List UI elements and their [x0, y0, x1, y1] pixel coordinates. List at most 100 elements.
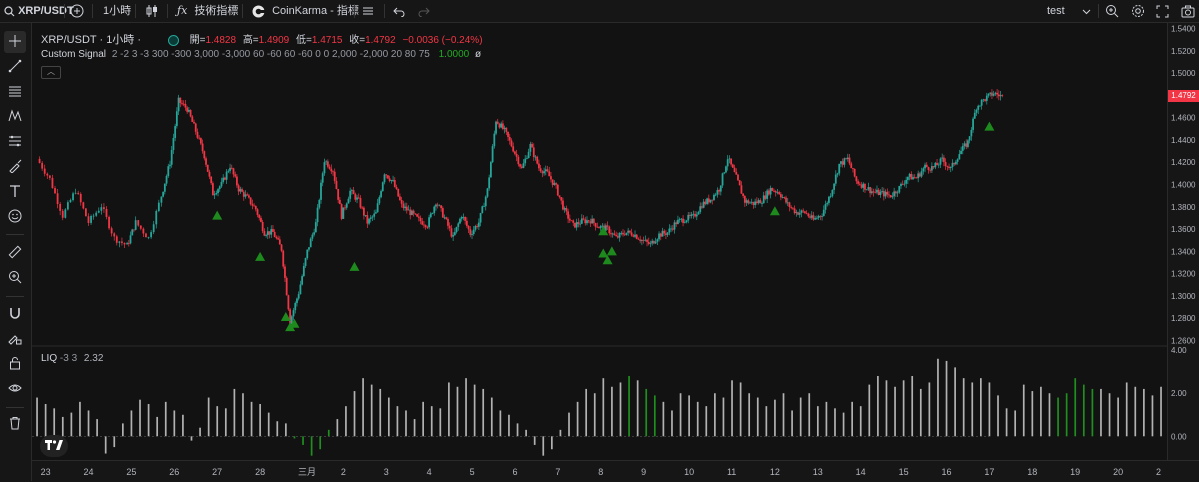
- liq-bar: [70, 412, 73, 437]
- hide-drawings-tool[interactable]: [4, 378, 26, 400]
- liq-bar: [705, 406, 708, 437]
- price-tick-label: 1.4600: [1171, 114, 1196, 123]
- candle: [498, 122, 501, 129]
- candle: [737, 173, 739, 182]
- candle: [833, 183, 835, 195]
- candle: [90, 214, 92, 225]
- candle: [733, 164, 736, 173]
- liq-bar: [448, 382, 450, 437]
- fullscreen-button[interactable]: [1156, 0, 1169, 22]
- candle: [877, 187, 880, 196]
- indicators-button[interactable]: ƒx 技術指標: [177, 0, 238, 22]
- liq-bar: [1057, 397, 1059, 437]
- brush-tool[interactable]: [4, 156, 26, 178]
- price-chart[interactable]: [32, 23, 1167, 460]
- candle: [579, 220, 582, 228]
- candle: [918, 171, 921, 178]
- candle: [826, 201, 829, 207]
- liq-bar: [859, 406, 862, 437]
- undo-button[interactable]: [393, 0, 405, 22]
- layout-name-button[interactable]: test: [1047, 0, 1065, 22]
- candle: [997, 90, 1000, 101]
- redo-button[interactable]: [418, 0, 430, 22]
- candle: [606, 221, 609, 231]
- candle: [616, 232, 619, 239]
- liq-bar: [877, 376, 879, 437]
- lock-all-tool[interactable]: [4, 353, 26, 375]
- snapshot-button[interactable]: [1181, 0, 1195, 22]
- settings-button[interactable]: [1131, 0, 1145, 22]
- candle: [325, 159, 328, 166]
- layout-dropdown[interactable]: [1082, 0, 1091, 22]
- interval-button[interactable]: 1小時: [103, 5, 132, 17]
- crosshair-tool[interactable]: [4, 31, 26, 53]
- candle: [118, 241, 121, 248]
- tradingview-logo[interactable]: [40, 435, 68, 457]
- low-label: 低=: [296, 35, 312, 46]
- ruler-tool[interactable]: [4, 242, 26, 264]
- candle: [251, 199, 254, 210]
- text-tool[interactable]: [4, 181, 26, 203]
- candle: [157, 199, 160, 213]
- candle: [481, 205, 484, 214]
- candle: [577, 218, 580, 228]
- candle: [236, 174, 238, 188]
- candle: [596, 222, 599, 228]
- candle: [438, 204, 441, 207]
- candle: [960, 146, 962, 155]
- coinkarma-script-button[interactable]: CoinKarma - 指標: [252, 0, 359, 22]
- candle: [754, 198, 757, 209]
- time-tick-label: 27: [212, 467, 222, 477]
- zoom-in-tool[interactable]: [4, 267, 26, 289]
- candle: [121, 237, 123, 246]
- candle: [785, 195, 787, 205]
- price-tick-label: 1.3000: [1171, 292, 1196, 301]
- liq-bar: [525, 429, 527, 437]
- liq-legend[interactable]: LIQ -3 3 2.32: [41, 353, 103, 364]
- candle: [284, 264, 286, 283]
- candle: [457, 221, 460, 231]
- candle: [447, 217, 449, 230]
- candle: [344, 204, 346, 211]
- candle: [738, 179, 741, 186]
- time-scale[interactable]: 23 24 25 26 27 28 三月 2 3 4 5 6 7 8 9 10 11 12 13 14 15 16 17 18…: [32, 460, 1199, 482]
- indicator-legend[interactable]: Custom Signal 2 -2 3 -3 300 -300 3,000 -…: [41, 49, 481, 60]
- price-scale[interactable]: 1.54001.52001.50001.48001.46001.44001.42…: [1167, 23, 1199, 460]
- candle: [205, 156, 207, 168]
- candle: [289, 307, 292, 325]
- object-tree-button[interactable]: [362, 0, 374, 22]
- trendline-tool[interactable]: [4, 56, 26, 78]
- market-status-icon: [167, 34, 179, 46]
- fib-tool[interactable]: [4, 81, 26, 103]
- projection-tool[interactable]: [4, 131, 26, 153]
- pattern-tool[interactable]: [4, 106, 26, 128]
- candle: [416, 213, 418, 218]
- candle: [356, 194, 358, 204]
- chart-type-button[interactable]: [145, 0, 159, 22]
- candle: [802, 208, 805, 214]
- symbol-search[interactable]: XRP/USDT: [4, 0, 74, 22]
- candle: [630, 228, 633, 237]
- candle: [273, 229, 276, 238]
- candle: [41, 160, 44, 171]
- candle: [697, 210, 700, 215]
- quick-search-button[interactable]: [1105, 0, 1119, 22]
- remove-drawings-tool[interactable]: [4, 413, 26, 435]
- collapse-legend-button[interactable]: ︿: [41, 66, 61, 79]
- compare-button[interactable]: [70, 0, 84, 22]
- drawing-lock-tool[interactable]: [4, 328, 26, 350]
- candle: [798, 208, 801, 218]
- candle: [731, 163, 734, 169]
- candle: [591, 215, 594, 224]
- magnet-icon: [8, 306, 22, 323]
- candle: [889, 195, 892, 198]
- candle: [858, 181, 861, 186]
- magnet-tool[interactable]: [4, 303, 26, 325]
- candle: [103, 203, 105, 213]
- chart-pane[interactable]: XRP/USDT · 1小時 · 開=1.4828 高=1.4909 低=1.4…: [32, 23, 1167, 460]
- candle: [213, 190, 216, 200]
- liq-bar: [954, 367, 956, 437]
- candle: [747, 198, 750, 205]
- liq-bar: [576, 401, 579, 437]
- emoji-tool[interactable]: [4, 206, 26, 228]
